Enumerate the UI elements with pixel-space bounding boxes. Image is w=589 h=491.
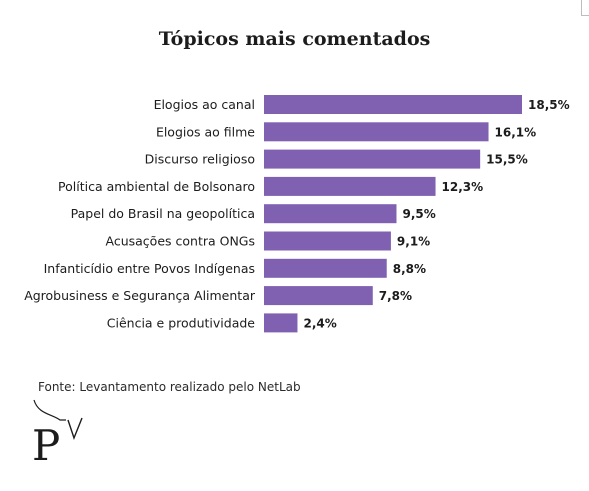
value-label: 8,8% xyxy=(393,262,426,276)
pv-logo-icon: P xyxy=(32,399,83,468)
category-label: Infanticídio entre Povos Indígenas xyxy=(44,261,255,276)
corner-frame xyxy=(581,0,589,16)
category-label: Agrobusiness e Segurança Alimentar xyxy=(24,288,256,303)
category-label: Acusações contra ONGs xyxy=(106,234,256,249)
bar xyxy=(264,149,481,169)
value-label: 16,1% xyxy=(495,125,537,139)
logo-letter: P xyxy=(32,421,60,468)
category-label: Discurso religioso xyxy=(145,152,255,167)
category-label: Elogios ao canal xyxy=(154,97,255,112)
value-label: 18,5% xyxy=(528,98,570,112)
value-label: 7,8% xyxy=(379,289,412,303)
bar xyxy=(264,231,391,251)
bar xyxy=(264,258,387,278)
value-label: 12,3% xyxy=(442,180,484,194)
category-label: Elogios ao filme xyxy=(156,124,255,139)
category-label: Política ambiental de Bolsonaro xyxy=(58,179,255,194)
category-label: Ciência e produtividade xyxy=(107,315,256,330)
bar xyxy=(264,286,373,306)
value-label: 9,5% xyxy=(402,207,435,221)
bar-chart: Elogios ao canal 18,5% Elogios ao filme 16,… xyxy=(24,95,570,333)
bar xyxy=(264,122,489,142)
bar xyxy=(264,204,397,224)
chart-title: Tópicos mais comentados xyxy=(158,28,431,50)
value-label: 2,4% xyxy=(303,316,336,330)
source-note: Fonte: Levantamento realizado pelo NetLa… xyxy=(38,380,301,394)
bar xyxy=(264,95,522,114)
bar xyxy=(264,313,298,333)
value-label: 9,1% xyxy=(397,235,430,249)
category-label: Papel do Brasil na geopolítica xyxy=(71,206,255,221)
bar xyxy=(264,176,436,196)
value-label: 15,5% xyxy=(486,153,528,167)
